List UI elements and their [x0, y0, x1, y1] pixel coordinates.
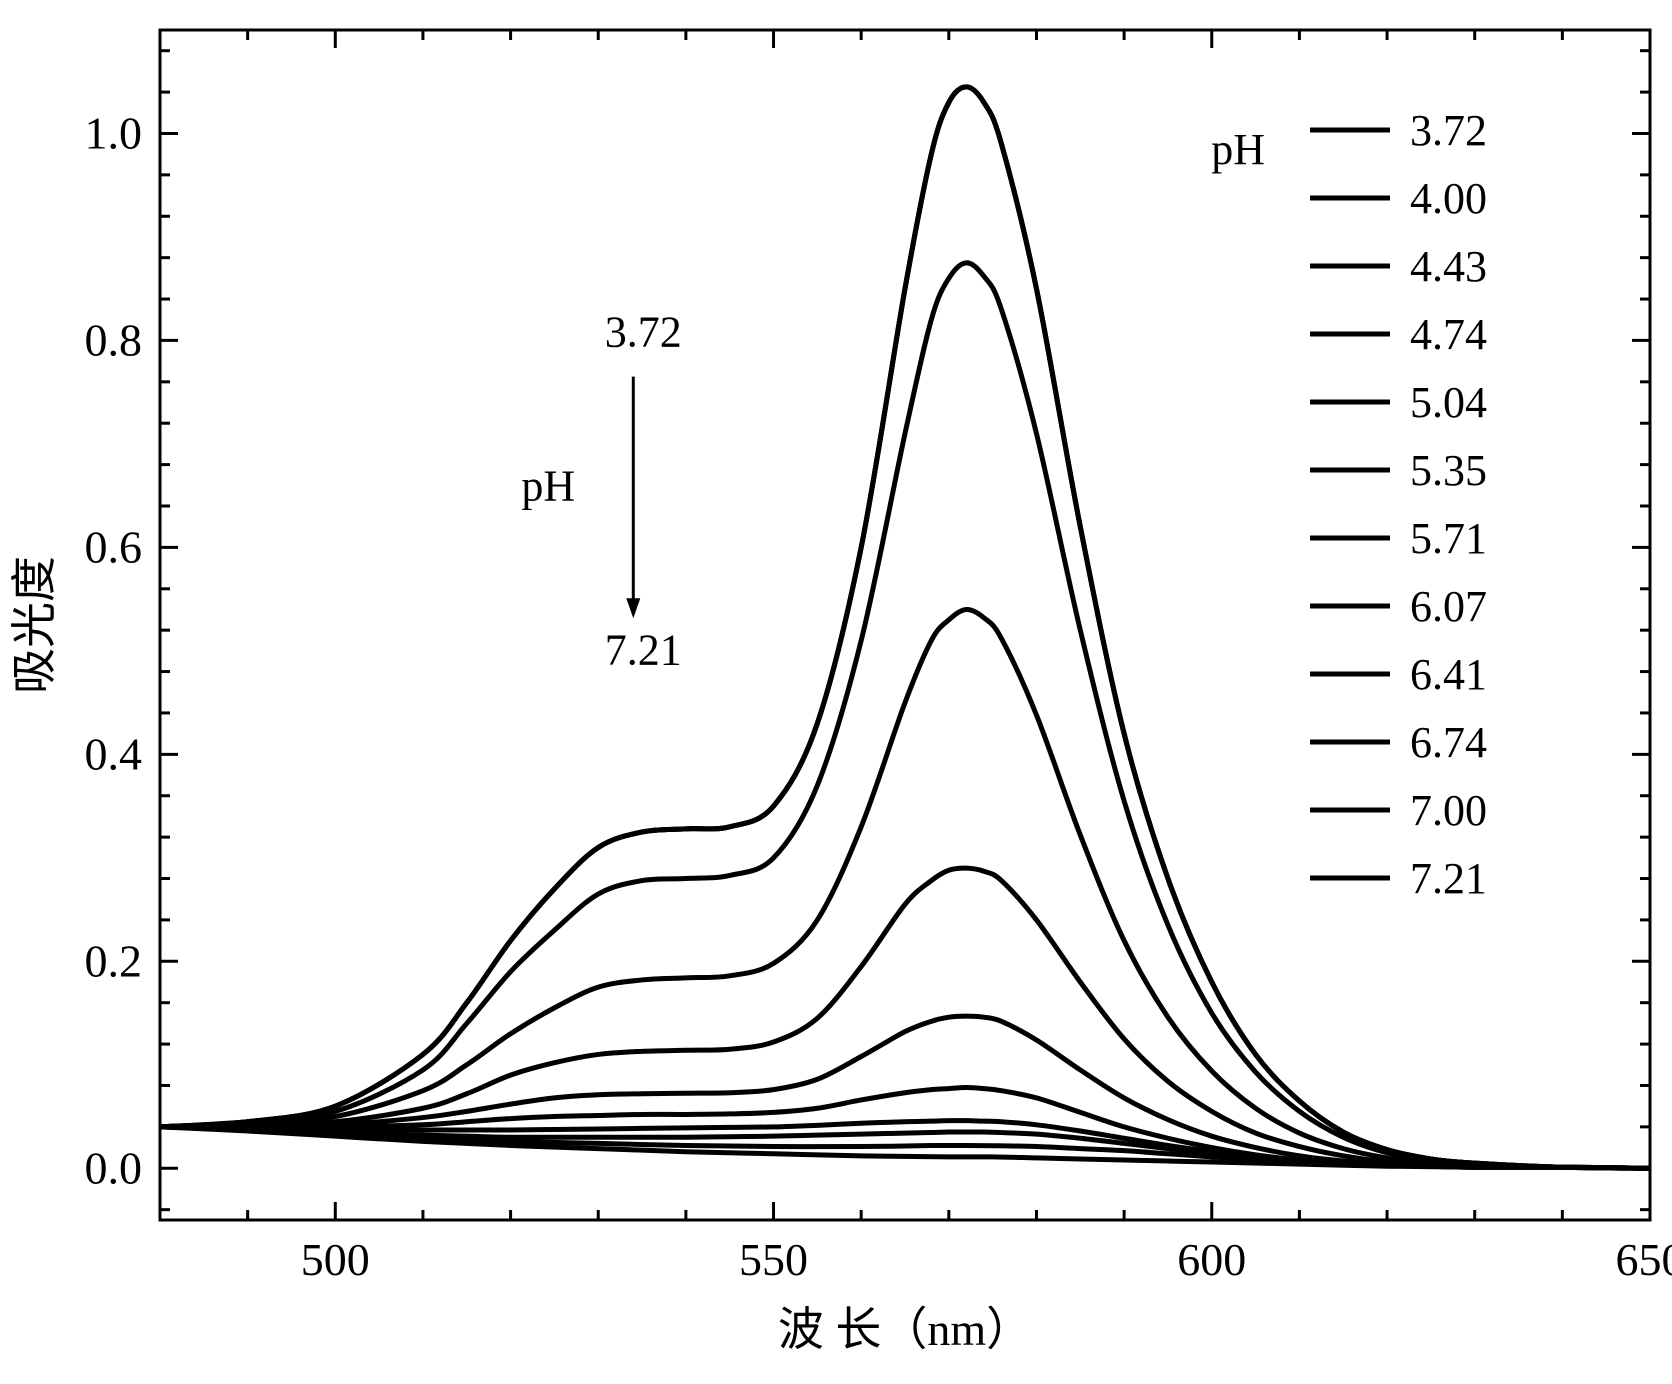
- svg-text:0.8: 0.8: [85, 314, 143, 365]
- svg-text:650: 650: [1616, 1234, 1672, 1285]
- annotation-ph-label: pH: [521, 461, 575, 510]
- svg-text:0.4: 0.4: [85, 728, 143, 779]
- legend-label: 6.07: [1410, 582, 1487, 631]
- legend-label: 3.72: [1410, 106, 1487, 155]
- legend-label: 4.74: [1410, 310, 1487, 359]
- legend-label: 7.00: [1410, 786, 1487, 835]
- legend-label: 7.21: [1410, 854, 1487, 903]
- annotation-arrow-head: [626, 598, 640, 618]
- legend-label: 5.35: [1410, 446, 1487, 495]
- svg-text:0.6: 0.6: [85, 521, 143, 572]
- svg-text:500: 500: [301, 1234, 370, 1285]
- svg-text:吸光度: 吸光度: [9, 556, 60, 694]
- legend-title: pH: [1211, 125, 1265, 174]
- legend-label: 6.41: [1410, 650, 1487, 699]
- legend-label: 5.04: [1410, 378, 1487, 427]
- svg-text:1.0: 1.0: [85, 107, 143, 158]
- svg-text:600: 600: [1177, 1234, 1246, 1285]
- absorbance-spectrum-chart: 500 550 600 650 0.0 0.2 0.4 0.6 0.8 1.0 波 长（nm） 吸光度…: [0, 0, 1672, 1384]
- svg-text:波 长（nm）: 波 长（nm）: [778, 1304, 1032, 1355]
- legend-label: 5.71: [1410, 514, 1487, 563]
- chart-container: 500 550 600 650 0.0 0.2 0.4 0.6 0.8 1.0 波 长（nm） 吸光度…: [0, 0, 1672, 1384]
- legend-label: 4.00: [1410, 174, 1487, 223]
- svg-text:0.0: 0.0: [85, 1142, 143, 1193]
- svg-text:0.2: 0.2: [85, 935, 143, 986]
- legend-label: 6.74: [1410, 718, 1487, 767]
- annotation-top: 3.72: [605, 308, 682, 357]
- svg-text:550: 550: [739, 1234, 808, 1285]
- legend-label: 4.43: [1410, 242, 1487, 291]
- annotation-bottom: 7.21: [605, 625, 682, 674]
